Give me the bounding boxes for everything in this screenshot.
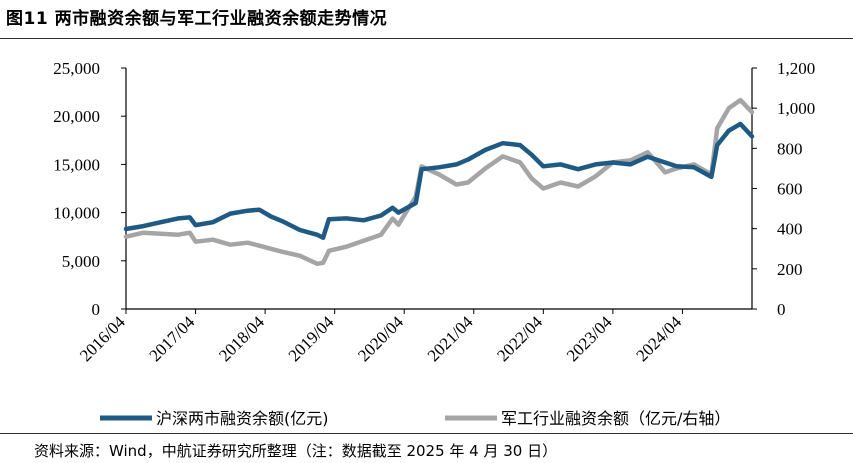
left-tick-label: 15,000: [53, 155, 100, 174]
right-tick-label: 400: [777, 220, 803, 239]
left-tick-label: 10,000: [53, 204, 100, 223]
right-tick-label: 1,000: [777, 99, 815, 118]
right-tick-label: 0: [777, 300, 786, 319]
x-tick-label: 2024/04: [632, 312, 685, 365]
right-tick-label: 1,200: [777, 59, 815, 78]
source-note: 资料来源：Wind，中航证券研究所整理（注：数据截至 2025 年 4 月 30…: [34, 442, 558, 460]
x-tick-label: 2020/04: [354, 312, 407, 365]
left-tick-label: 20,000: [53, 107, 100, 126]
left-tick-label: 5,000: [62, 252, 100, 271]
title-divider: [0, 38, 853, 39]
series-line-defense-margin: [123, 97, 755, 267]
x-tick-label: 2018/04: [215, 312, 268, 365]
left-tick-label: 25,000: [53, 59, 100, 78]
axes-group: 25,000 20,000 15,000 10,000 5,000 0 1,200 1,000…: [53, 59, 815, 365]
footer-divider: [0, 433, 853, 434]
x-tick-label: 2023/04: [563, 312, 616, 365]
chart-title: 图11 两市融资余额与军工行业融资余额走势情况: [6, 9, 388, 29]
series-line-margin-total: [123, 121, 755, 240]
series-group: [123, 97, 755, 267]
right-tick-label: 200: [777, 260, 803, 279]
right-tick-label: 800: [777, 139, 803, 158]
x-tick-label: 2016/04: [76, 312, 129, 365]
x-tick-label: 2019/04: [285, 312, 338, 365]
legend: 沪深两市融资余额(亿元) 军工行业融资余额（亿元/右轴）: [100, 409, 730, 428]
x-tick-label: 2017/04: [146, 312, 199, 365]
left-tick-label: 0: [92, 300, 101, 319]
legend-label-defense-margin: 军工行业融资余额（亿元/右轴）: [501, 409, 730, 428]
x-tick-label: 2022/04: [493, 312, 546, 365]
legend-label-margin-total: 沪深两市融资余额(亿元): [156, 409, 329, 428]
x-tick-label: 2021/04: [424, 312, 477, 365]
right-tick-label: 600: [777, 180, 803, 199]
